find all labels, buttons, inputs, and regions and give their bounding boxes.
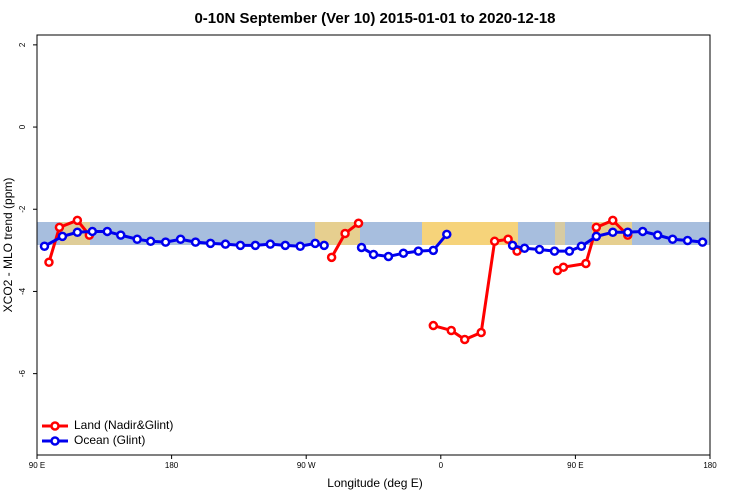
- legend-marker: [50, 436, 60, 446]
- data-point: [280, 240, 291, 251]
- data-point: [576, 241, 587, 251]
- plot-frame: [36, 34, 711, 456]
- x-tick-label: 180: [703, 461, 717, 470]
- x-tick-label: 90 E: [567, 461, 583, 470]
- data-point: [383, 251, 394, 262]
- x-tick-label: 180: [165, 461, 179, 470]
- legend-label: Land (Nadir&Glint): [74, 418, 173, 432]
- data-point: [428, 245, 439, 256]
- data-point: [591, 231, 602, 242]
- data-point: [190, 237, 201, 247]
- data-point: [622, 227, 633, 238]
- data-point: [428, 320, 439, 331]
- data-point: [697, 237, 708, 247]
- data-point: [57, 231, 68, 242]
- data-point: [398, 248, 409, 258]
- data-point: [220, 239, 231, 249]
- data-point: [356, 242, 367, 253]
- chart-title: 0-10N September (Ver 10) 2015-01-01 to 2…: [194, 10, 555, 27]
- data-point: [319, 240, 329, 251]
- data-point: [549, 246, 560, 256]
- data-point: [87, 226, 98, 237]
- data-point: [132, 234, 142, 244]
- data-point: [353, 218, 364, 228]
- data-point: [160, 237, 171, 247]
- data-point: [489, 236, 500, 247]
- data-point: [667, 234, 678, 244]
- data-point: [581, 258, 591, 269]
- data-point: [310, 238, 320, 249]
- data-point: [102, 226, 113, 237]
- data-point: [591, 222, 602, 233]
- y-tick-label: -2: [18, 205, 27, 213]
- y-tick-label: -6: [18, 370, 27, 378]
- data-point: [637, 226, 648, 237]
- data-point: [446, 325, 457, 336]
- data-point: [39, 241, 50, 251]
- data-point: [368, 249, 379, 260]
- data-point: [235, 240, 246, 251]
- data-point: [72, 215, 83, 226]
- data-point: [608, 227, 618, 238]
- data-point: [442, 229, 452, 240]
- data-point: [116, 230, 126, 240]
- y-tick-label: 2: [18, 42, 27, 47]
- data-point: [608, 215, 618, 226]
- data-point: [682, 235, 693, 246]
- legend-marker: [50, 421, 60, 431]
- data-point: [519, 243, 530, 254]
- data-point: [44, 257, 54, 268]
- data-point: [564, 246, 575, 256]
- data-point: [340, 228, 350, 239]
- data-point: [503, 234, 513, 244]
- data-point: [326, 252, 337, 263]
- data-point: [507, 240, 518, 251]
- data-point: [265, 239, 276, 249]
- data-point: [205, 238, 216, 249]
- x-tick-label: 90 E: [29, 461, 45, 470]
- data-point: [413, 246, 424, 256]
- y-tick-label: -4: [18, 287, 27, 295]
- data-point: [250, 240, 261, 251]
- map-strip: [37, 222, 710, 245]
- data-point: [652, 230, 663, 240]
- data-point: [534, 244, 545, 255]
- legend-label: Ocean (Glint): [74, 433, 145, 447]
- data-point: [54, 222, 65, 233]
- x-tick-label: 0: [439, 461, 444, 470]
- x-tick-label: 90 W: [297, 461, 316, 470]
- y-axis-label: XCO2 - MLO trend (ppm): [1, 178, 15, 313]
- data-point: [459, 334, 470, 345]
- data-point: [476, 327, 486, 338]
- x-axis-label: Longitude (deg E): [327, 476, 422, 490]
- data-point: [295, 241, 305, 251]
- data-point: [145, 236, 156, 247]
- data-point: [558, 262, 569, 272]
- data-point: [175, 234, 186, 244]
- data-point: [72, 227, 83, 238]
- y-tick-label: 0: [18, 124, 27, 129]
